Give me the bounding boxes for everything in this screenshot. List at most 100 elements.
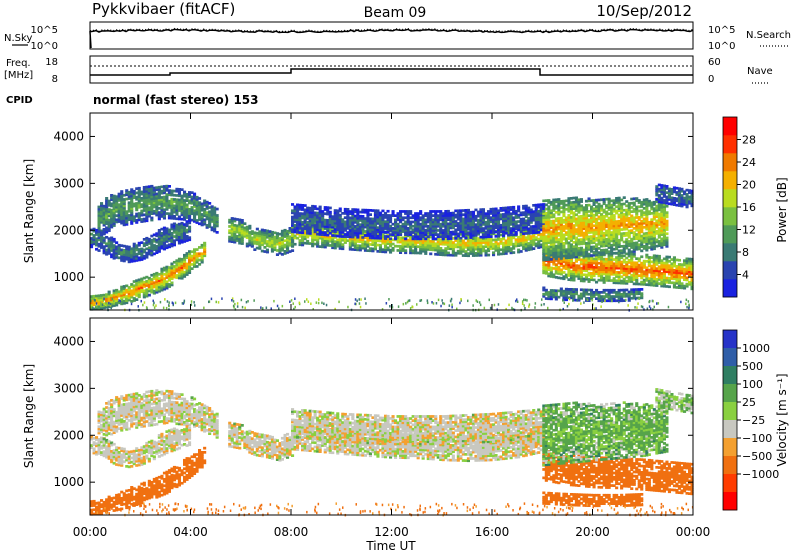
echo-cell bbox=[351, 248, 355, 251]
echo-cell bbox=[145, 282, 149, 285]
echo-cell bbox=[115, 303, 119, 307]
echo-cell bbox=[263, 235, 267, 239]
echo-cell bbox=[112, 215, 116, 219]
echo-cell bbox=[323, 237, 327, 240]
echo-cell bbox=[198, 258, 202, 262]
echo-cell bbox=[107, 243, 111, 247]
echo-cell bbox=[140, 279, 144, 283]
echo-cell bbox=[366, 242, 370, 246]
echo-cell bbox=[137, 241, 141, 245]
echo-cell bbox=[235, 235, 239, 238]
echo-cell bbox=[517, 205, 521, 209]
echo-cell bbox=[107, 214, 111, 218]
echo-cell bbox=[175, 236, 179, 240]
echo-cell bbox=[125, 257, 129, 261]
echo-cell bbox=[150, 241, 154, 244]
echo-cell bbox=[122, 206, 126, 210]
echo-cell bbox=[213, 210, 217, 214]
echo-cell bbox=[165, 205, 169, 209]
echo-cell bbox=[127, 247, 131, 251]
echo-cell bbox=[132, 292, 136, 296]
echo-cell bbox=[198, 203, 202, 207]
echo-cell bbox=[127, 197, 131, 200]
echo-cell bbox=[155, 288, 159, 292]
echo-cell bbox=[205, 200, 209, 204]
echo-cell bbox=[155, 247, 159, 250]
echo-cell bbox=[125, 223, 129, 226]
echo-cell bbox=[346, 239, 350, 242]
echo-cell bbox=[125, 245, 129, 248]
echo-cell bbox=[175, 198, 179, 202]
echo-cell bbox=[160, 227, 164, 231]
echo-cell bbox=[203, 254, 207, 258]
freq-tick-top-left: 18 bbox=[45, 57, 58, 68]
echo-cell bbox=[157, 285, 161, 289]
echo-cell bbox=[215, 216, 219, 219]
echo-cell bbox=[183, 262, 187, 266]
echo-cell bbox=[195, 258, 199, 262]
echo-cell bbox=[162, 243, 166, 247]
echo-cell bbox=[127, 254, 131, 257]
echo-cell bbox=[203, 208, 207, 211]
echo-cell bbox=[107, 208, 111, 211]
echo-cell bbox=[371, 241, 375, 244]
echo-cell bbox=[122, 255, 126, 259]
echo-cell bbox=[210, 209, 214, 213]
echo-cell bbox=[519, 250, 523, 253]
echo-cell bbox=[183, 270, 187, 274]
echo-cell bbox=[245, 229, 249, 233]
echo-cell bbox=[152, 281, 156, 285]
echo-cell bbox=[162, 241, 166, 244]
echo-cell bbox=[210, 211, 214, 215]
echo-cell bbox=[150, 278, 154, 281]
echo-cell bbox=[132, 194, 136, 197]
echo-cell bbox=[404, 237, 408, 241]
echo-cell bbox=[97, 294, 101, 298]
echo-cell bbox=[172, 193, 176, 197]
echo-cell bbox=[384, 240, 388, 243]
echo-cell bbox=[100, 294, 104, 297]
echo-cell bbox=[125, 255, 129, 259]
echo-cell bbox=[165, 246, 169, 250]
echo-cell bbox=[384, 250, 388, 254]
echo-cell bbox=[265, 231, 269, 235]
echo-cell bbox=[193, 263, 197, 266]
echo-cell bbox=[672, 256, 676, 259]
echo-cell bbox=[268, 242, 272, 246]
echo-cell bbox=[208, 210, 212, 214]
echo-cell bbox=[396, 249, 400, 252]
echo-cell bbox=[162, 195, 166, 199]
echo-cell bbox=[193, 209, 197, 213]
echo-cell bbox=[150, 243, 154, 246]
echo-cell bbox=[157, 192, 161, 195]
echo-cell bbox=[165, 212, 169, 215]
echo-cell bbox=[311, 234, 315, 237]
echo-cell bbox=[115, 245, 119, 249]
echo-cell bbox=[280, 240, 284, 243]
echo-cell bbox=[245, 242, 249, 246]
echo-cell bbox=[130, 283, 134, 286]
echo-cell bbox=[120, 250, 124, 254]
echo-cell bbox=[150, 253, 154, 257]
echo-cell bbox=[338, 247, 342, 250]
echo-cell bbox=[140, 199, 144, 202]
echo-cell bbox=[117, 290, 121, 294]
echo-cell bbox=[97, 220, 101, 224]
echo-cell bbox=[399, 251, 403, 254]
echo-cell bbox=[265, 244, 269, 247]
echo-cell bbox=[137, 189, 141, 192]
echo-cell bbox=[348, 247, 352, 251]
echo-cell bbox=[157, 198, 161, 202]
echo-cell bbox=[328, 235, 332, 239]
echo-cell bbox=[356, 238, 360, 241]
echo-cell bbox=[363, 247, 367, 250]
echo-cell bbox=[155, 205, 159, 208]
echo-cell bbox=[268, 238, 272, 242]
echo-cell bbox=[145, 253, 149, 257]
echo-cell bbox=[203, 246, 207, 249]
echo-cell bbox=[130, 217, 134, 221]
echo-cell bbox=[193, 258, 197, 262]
echo-cell bbox=[190, 250, 194, 254]
echo-cell bbox=[127, 294, 131, 298]
echo-cell bbox=[210, 213, 214, 217]
